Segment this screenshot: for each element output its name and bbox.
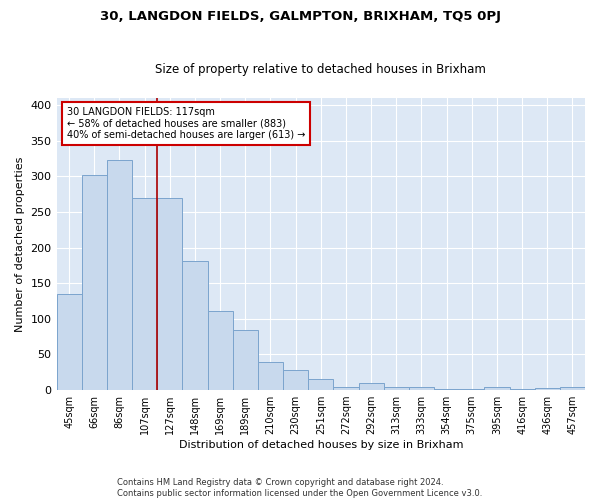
- Text: 30, LANGDON FIELDS, GALMPTON, BRIXHAM, TQ5 0PJ: 30, LANGDON FIELDS, GALMPTON, BRIXHAM, T…: [100, 10, 500, 23]
- Bar: [383, 387, 409, 390]
- Text: 30 LANGDON FIELDS: 117sqm
← 58% of detached houses are smaller (883)
40% of semi: 30 LANGDON FIELDS: 117sqm ← 58% of detac…: [67, 107, 305, 140]
- Bar: [459, 388, 484, 390]
- Text: Contains HM Land Registry data © Crown copyright and database right 2024.
Contai: Contains HM Land Registry data © Crown c…: [118, 478, 482, 498]
- Bar: [283, 370, 308, 390]
- Bar: [233, 330, 258, 390]
- Title: Size of property relative to detached houses in Brixham: Size of property relative to detached ho…: [155, 63, 486, 76]
- Bar: [107, 160, 132, 390]
- Bar: [157, 198, 182, 390]
- Bar: [182, 261, 208, 390]
- Bar: [208, 311, 233, 390]
- Bar: [308, 380, 334, 390]
- Bar: [56, 294, 82, 390]
- Bar: [560, 386, 585, 390]
- Bar: [359, 383, 383, 390]
- X-axis label: Distribution of detached houses by size in Brixham: Distribution of detached houses by size …: [179, 440, 463, 450]
- Bar: [509, 388, 535, 390]
- Bar: [132, 198, 157, 390]
- Bar: [409, 386, 434, 390]
- Bar: [334, 387, 359, 390]
- Bar: [434, 388, 459, 390]
- Bar: [258, 362, 283, 390]
- Bar: [82, 175, 107, 390]
- Bar: [484, 387, 509, 390]
- Bar: [535, 388, 560, 390]
- Y-axis label: Number of detached properties: Number of detached properties: [15, 156, 25, 332]
